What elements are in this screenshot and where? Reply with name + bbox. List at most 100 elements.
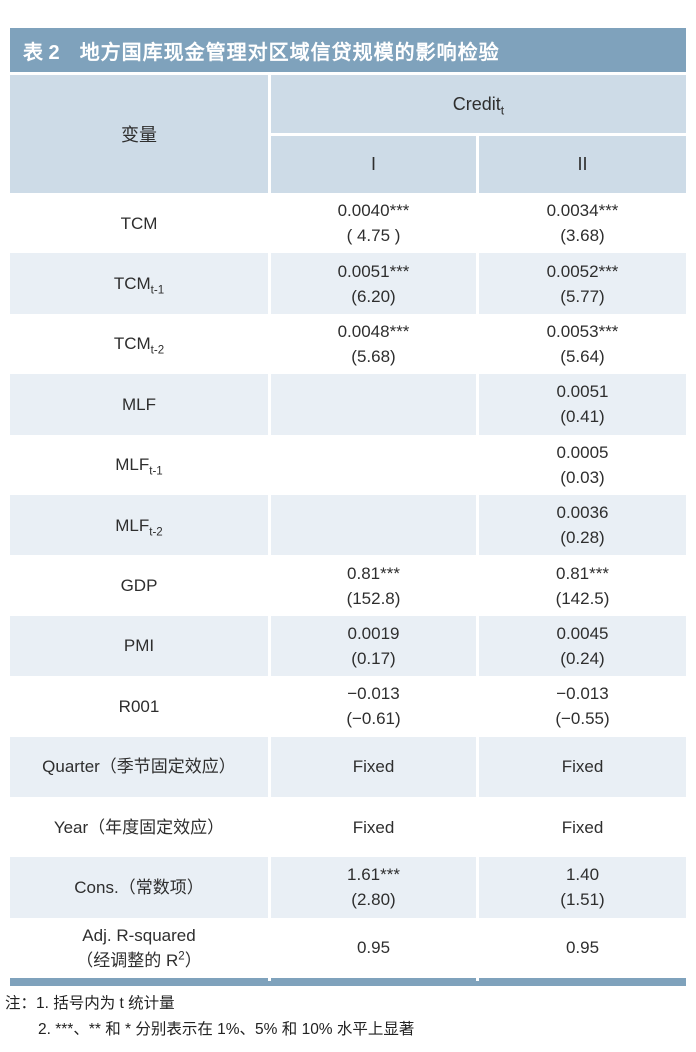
table-body: TCM 0.0040*** ( 4.75 ) 0.0034*** (3.68) … [10, 193, 686, 978]
coefficient-value: 0.0052*** [546, 261, 619, 281]
model-I-header-label: I [370, 154, 376, 174]
model-II-cell: 0.0053*** (5.64) [479, 314, 686, 374]
t-statistic: (−0.61) [346, 709, 401, 729]
results-table: 变量 Creditt I II TCM 0.0040*** [10, 75, 686, 978]
row-label: MLFt-1 [115, 455, 163, 478]
model-II-cell: 1.40 (1.51) [479, 857, 686, 918]
model-II-cell: Fixed [479, 736, 686, 797]
row-label-cell: Quarter（季节固定效应） [10, 736, 268, 797]
model-I-cell: 1.61*** (2.80) [271, 857, 476, 918]
model-I-cell: Fixed [271, 736, 476, 797]
coefficient-value: 0.0053*** [546, 321, 619, 341]
table-row: MLF 0.0051 (0.41) [10, 374, 686, 435]
coefficient-value: Fixed [352, 817, 395, 837]
row-label: Adj. R-squared [82, 925, 196, 945]
model-II-header-label: II [577, 154, 588, 174]
t-statistic: (0.28) [560, 528, 605, 548]
model-II-cell: 0.0034*** (3.68) [479, 193, 686, 253]
row-label-cell: TCM [10, 193, 268, 253]
model-II-cell: 0.0036 (0.28) [479, 494, 686, 556]
coefficient-value: 0.0019 [347, 623, 400, 643]
model-I-cell: 0.81*** (152.8) [271, 555, 476, 615]
coefficient-value: Fixed [561, 757, 604, 777]
coefficient-value: 0.81*** [347, 563, 400, 583]
row-label-cell: Cons.（常数项） [10, 857, 268, 918]
row-label: PMI [123, 636, 155, 656]
t-statistic: (−0.55) [555, 709, 610, 729]
table-title-bar: 表 2 地方国库现金管理对区域信贷规模的影响检验 [10, 28, 686, 72]
model-I-cell [271, 494, 476, 556]
t-statistic: (5.77) [560, 286, 605, 306]
note-line-1: 注：1. 括号内为 t 统计量 [5, 995, 175, 1012]
t-statistic: (2.80) [351, 890, 396, 910]
model-II-cell: 0.0052*** (5.77) [479, 253, 686, 314]
row-label-cell: TCMt-1 [10, 253, 268, 314]
coefficient-value: 0.0051*** [337, 261, 410, 281]
header-row-divider [271, 133, 686, 136]
table-row: GDP 0.81*** (152.8) 0.81*** (142.5) [10, 555, 686, 615]
coefficient-value: 0.81*** [556, 563, 609, 583]
row-label-line2: （经调整的 R2） [76, 950, 202, 970]
model-I-cell: 0.0040*** ( 4.75 ) [271, 193, 476, 253]
table-row: TCM 0.0040*** ( 4.75 ) 0.0034*** (3.68) [10, 193, 686, 253]
row-label: TCMt-2 [113, 334, 165, 357]
row-label: GDP [120, 576, 158, 596]
divider-notch [268, 978, 271, 981]
t-statistic: (142.5) [555, 588, 610, 608]
column-divider [268, 75, 271, 193]
row-label-cell: TCMt-2 [10, 314, 268, 374]
coefficient-value: 0.0045 [556, 623, 609, 643]
t-statistic: (0.03) [560, 467, 605, 487]
table-row: TCMt-2 0.0048*** (5.68) 0.0053*** (5.64) [10, 314, 686, 374]
row-label-cell: GDP [10, 555, 268, 615]
coefficient-value: Fixed [561, 817, 604, 837]
coefficient-value: 0.0034*** [546, 201, 619, 221]
coefficient-value: 0.0036 [556, 503, 609, 523]
row-label: TCM [120, 213, 158, 233]
row-label: Cons.（常数项） [74, 877, 204, 897]
row-label-cell: R001 [10, 676, 268, 736]
coefficient-value: 0.95 [356, 938, 391, 958]
table-row: Quarter（季节固定效应） Fixed Fixed [10, 736, 686, 797]
t-statistic: (5.68) [351, 346, 396, 366]
model-I-header-cell: I [271, 136, 476, 193]
t-statistic: (0.24) [560, 648, 605, 668]
model-I-cell: 0.0019 (0.17) [271, 615, 476, 677]
t-statistic: (1.51) [560, 890, 605, 910]
variable-header-cell: 变量 [10, 75, 268, 193]
row-label: R001 [118, 696, 160, 716]
model-I-cell: −0.013 (−0.61) [271, 676, 476, 736]
table-row: MLFt-1 0.0005 (0.03) [10, 435, 686, 495]
model-II-cell: 0.0051 (0.41) [479, 374, 686, 435]
model-I-cell [271, 435, 476, 495]
model-II-cell: 0.0045 (0.24) [479, 615, 686, 677]
t-statistic: (6.20) [351, 286, 396, 306]
model-II-cell: Fixed [479, 797, 686, 857]
table-row: Adj. R-squared （经调整的 R2） 0.95 0.95 [10, 918, 686, 978]
coefficient-value: 1.40 [565, 865, 600, 885]
table-row: Cons.（常数项） 1.61*** (2.80) 1.40 (1.51) [10, 857, 686, 918]
coefficient-value: Fixed [352, 757, 395, 777]
row-label: MLFt-2 [115, 515, 163, 539]
table-bottom-bar [10, 978, 686, 986]
divider-notch [476, 978, 479, 981]
variable-header-label: 变量 [121, 125, 157, 145]
notes-block: 注：1. 括号内为 t 统计量 2. ***、** 和 * 分别表示在 1%、5… [5, 991, 414, 1043]
table-row: R001 −0.013 (−0.61) −0.013 (−0.55) [10, 676, 686, 736]
note-line-2: 2. ***、** 和 * 分别表示在 1%、5% 和 10% 水平上显著 [38, 1021, 415, 1038]
coefficient-value: −0.013 [347, 684, 400, 704]
model-I-cell: 0.95 [271, 918, 476, 978]
table-row: PMI 0.0019 (0.17) 0.0045 (0.24) [10, 615, 686, 677]
coefficient-value: 0.0051 [556, 382, 609, 402]
row-label-cell: Year（年度固定效应） [10, 797, 268, 857]
credit-group-header-label: Creditt [452, 93, 505, 118]
table-number: 表 2 [23, 41, 60, 64]
credit-group-header-cell: Creditt [271, 75, 686, 133]
table-row: MLFt-2 0.0036 (0.28) [10, 494, 686, 556]
model-II-cell: 0.0005 (0.03) [479, 435, 686, 495]
t-statistic: (0.41) [560, 407, 605, 427]
t-statistic: (0.17) [351, 648, 396, 668]
row-label: MLF [122, 394, 156, 414]
table-row: TCMt-1 0.0051*** (6.20) 0.0052*** (5.77) [10, 253, 686, 314]
row-label: Quarter（季节固定效应） [42, 757, 236, 777]
